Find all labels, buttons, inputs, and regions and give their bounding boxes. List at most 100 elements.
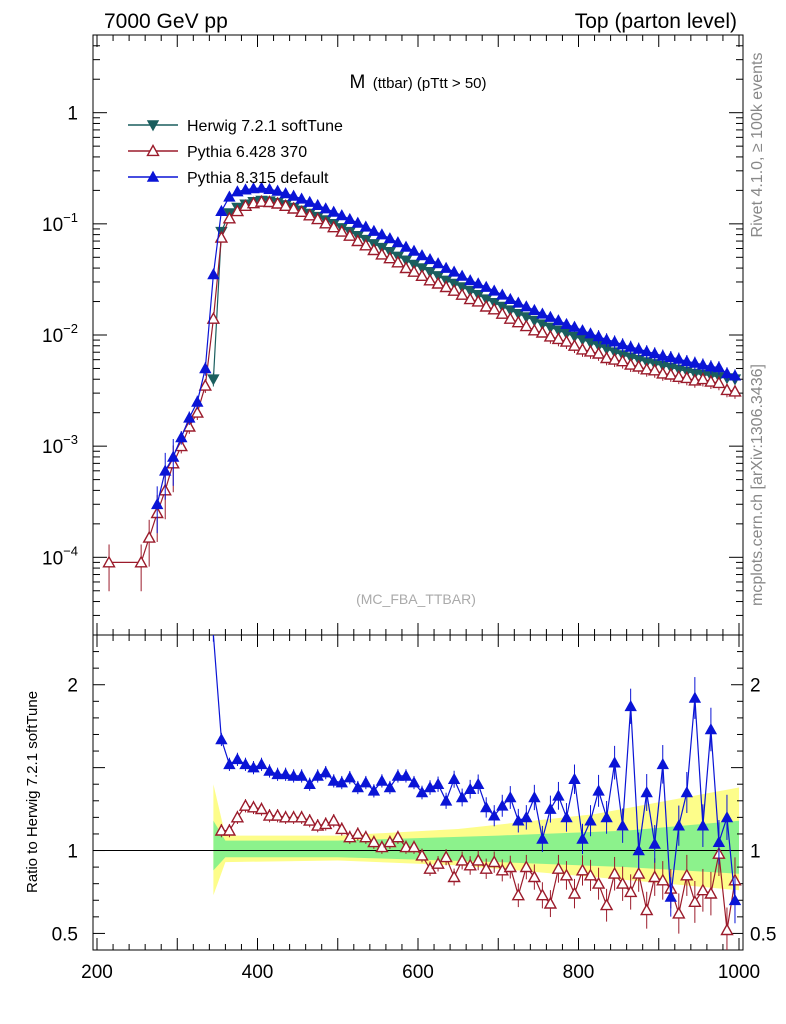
data-point (551, 332, 566, 345)
data-point (648, 363, 662, 376)
ratio-point (656, 873, 670, 886)
data-point (270, 196, 285, 209)
ratio-point (559, 868, 574, 881)
ratio-point (640, 903, 654, 916)
data-point (335, 224, 349, 237)
y-tick-label-exponent: −2 (63, 321, 78, 336)
data-point (431, 276, 445, 289)
ratio-point (720, 923, 734, 936)
data-point (215, 204, 228, 217)
legend-entry: Pythia 8.315 default (128, 170, 329, 187)
data-point (294, 204, 309, 218)
data-point (327, 220, 341, 233)
data-point (375, 247, 389, 260)
ratio-point (616, 819, 629, 831)
data-point (199, 362, 212, 374)
ratio-point (560, 811, 573, 823)
legend: Herwig 7.2.1 softTune Pythia 6.428 370 Pyt… (128, 118, 343, 187)
ratio-point (327, 774, 340, 786)
plot-title: M (ttbar) (pTtt > 50) (349, 72, 486, 93)
ratio-point (278, 810, 293, 823)
data-point (512, 308, 525, 321)
ratio-point (455, 791, 469, 803)
data-point (207, 268, 220, 280)
ratio-point (552, 789, 565, 801)
ratio-point (447, 870, 461, 883)
data-point (576, 324, 589, 336)
data-point (303, 208, 317, 221)
data-point (439, 280, 453, 293)
data-point (616, 338, 629, 350)
ratio-point (359, 830, 373, 843)
data-point (399, 261, 413, 274)
mcplots-label: mcplots.cern.ch [arXiv:1306.3436] (749, 364, 766, 606)
data-point (600, 333, 613, 345)
ratio-y-tick-label: 1 (67, 842, 78, 863)
ratio-point (311, 769, 324, 781)
data-point (455, 287, 469, 300)
data-point (624, 357, 638, 370)
data-point (728, 369, 742, 381)
data-point (351, 234, 365, 247)
data-point (488, 284, 501, 296)
ratio-point (640, 786, 653, 798)
data-point (271, 184, 284, 196)
y-tick-label-exponent: −1 (63, 210, 78, 225)
data-point (207, 374, 220, 386)
ratio-point (568, 772, 581, 784)
data-point (142, 530, 156, 543)
data-point (359, 238, 373, 251)
legend-entry: Pythia 6.428 370 (128, 144, 307, 161)
data-point (720, 367, 734, 379)
data-point (287, 189, 300, 201)
ratio-point (688, 691, 702, 703)
ratio-y-tick-label: 2 (67, 676, 78, 697)
ratio-point (632, 866, 646, 879)
main-y-tick-labels: 110−110−210−310−4 (42, 104, 78, 570)
data-point (239, 183, 252, 195)
data-point (504, 305, 517, 317)
ratio-series (212, 634, 742, 950)
ratio-point (254, 802, 269, 815)
data-point (591, 346, 606, 359)
data-point (222, 211, 237, 224)
data-point (279, 187, 292, 199)
data-point (487, 302, 501, 315)
ratio-y-tick-label-right: 0.5 (750, 924, 776, 945)
data-point (704, 374, 718, 387)
data-point (198, 378, 212, 391)
data-point (367, 243, 381, 256)
rivet-label: Rivet 4.1.0, ≥ 100k events (749, 53, 766, 238)
ratio-point (680, 786, 693, 798)
ratio-point (222, 823, 237, 836)
data-point (640, 345, 653, 357)
ratio-point (447, 772, 461, 784)
series-line (156, 187, 736, 505)
data-point (543, 329, 558, 342)
data-point (503, 311, 517, 324)
data-point (575, 342, 590, 355)
ratio-point (664, 890, 677, 902)
main-series (102, 181, 742, 592)
ratio-point (295, 769, 308, 781)
data-point (504, 292, 517, 305)
y-tick-label-exponent: −4 (63, 543, 78, 558)
data-point (696, 358, 710, 370)
ratio-point (214, 823, 229, 836)
data-point (151, 497, 164, 510)
ratio-axis-ticks (93, 635, 743, 950)
data-point (632, 342, 645, 354)
legend-marker (146, 120, 160, 132)
data-point (592, 330, 605, 342)
ratio-point (656, 757, 669, 770)
data-point (560, 317, 573, 330)
ratio-point (423, 781, 437, 793)
ratio-band-green (213, 820, 739, 874)
ratio-point (544, 802, 557, 814)
ratio-point (712, 835, 726, 847)
ratio-point (407, 840, 421, 853)
ratio-point (480, 801, 493, 813)
data-point (351, 216, 364, 228)
data-point (704, 360, 718, 372)
